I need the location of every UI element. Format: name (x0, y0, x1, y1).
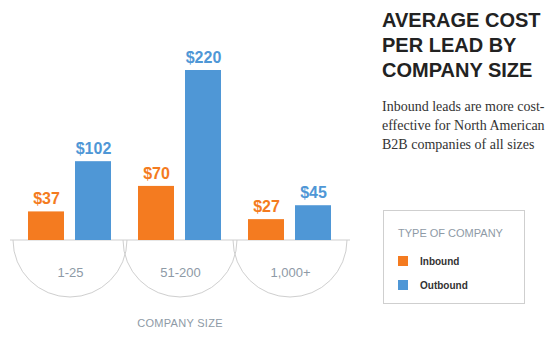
svg-text:$102: $102 (76, 140, 112, 157)
html-text:Outbound: Outbound (420, 279, 468, 291)
html-text:COMPANY SIZE: COMPANY SIZE (137, 317, 223, 329)
html-text:Inbound leads are more cost-ef: Inbound leads are more cost-effective fo… (382, 99, 545, 152)
svg-text:$27: $27 (253, 198, 280, 215)
svg-text:1,000+: 1,000+ (270, 265, 310, 280)
svg-text:$45: $45 (300, 184, 327, 201)
html-text:Inbound: Inbound (420, 255, 460, 267)
svg-text:1-25: 1-25 (57, 265, 83, 280)
html-text:AVERAGE COST PER LEAD BY COMPA: AVERAGE COST PER LEAD BY COMPANY SIZE (382, 9, 541, 81)
svg-text:$70: $70 (143, 165, 170, 182)
svg-text:$37: $37 (33, 190, 60, 207)
html-text:TYPE OF COMPANY: TYPE OF COMPANY (398, 227, 503, 239)
svg-text:51-200: 51-200 (160, 265, 200, 280)
svg-text:$220: $220 (186, 49, 222, 66)
